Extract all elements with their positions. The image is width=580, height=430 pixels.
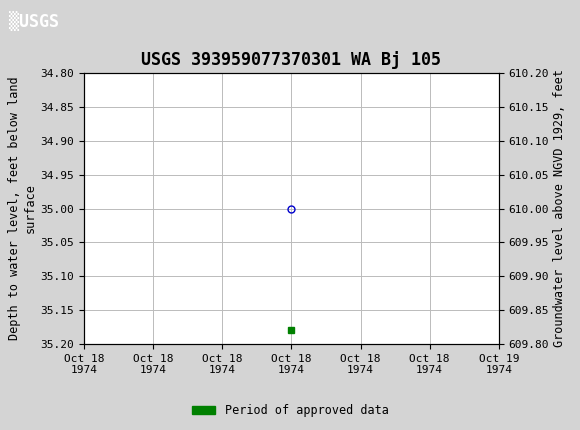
Title: USGS 393959077370301 WA Bj 105: USGS 393959077370301 WA Bj 105 <box>142 51 441 69</box>
Y-axis label: Depth to water level, feet below land
surface: Depth to water level, feet below land su… <box>9 77 37 341</box>
Text: ▒USGS: ▒USGS <box>9 12 59 31</box>
Y-axis label: Groundwater level above NGVD 1929, feet: Groundwater level above NGVD 1929, feet <box>553 70 566 347</box>
Legend: Period of approved data: Period of approved data <box>187 399 393 422</box>
